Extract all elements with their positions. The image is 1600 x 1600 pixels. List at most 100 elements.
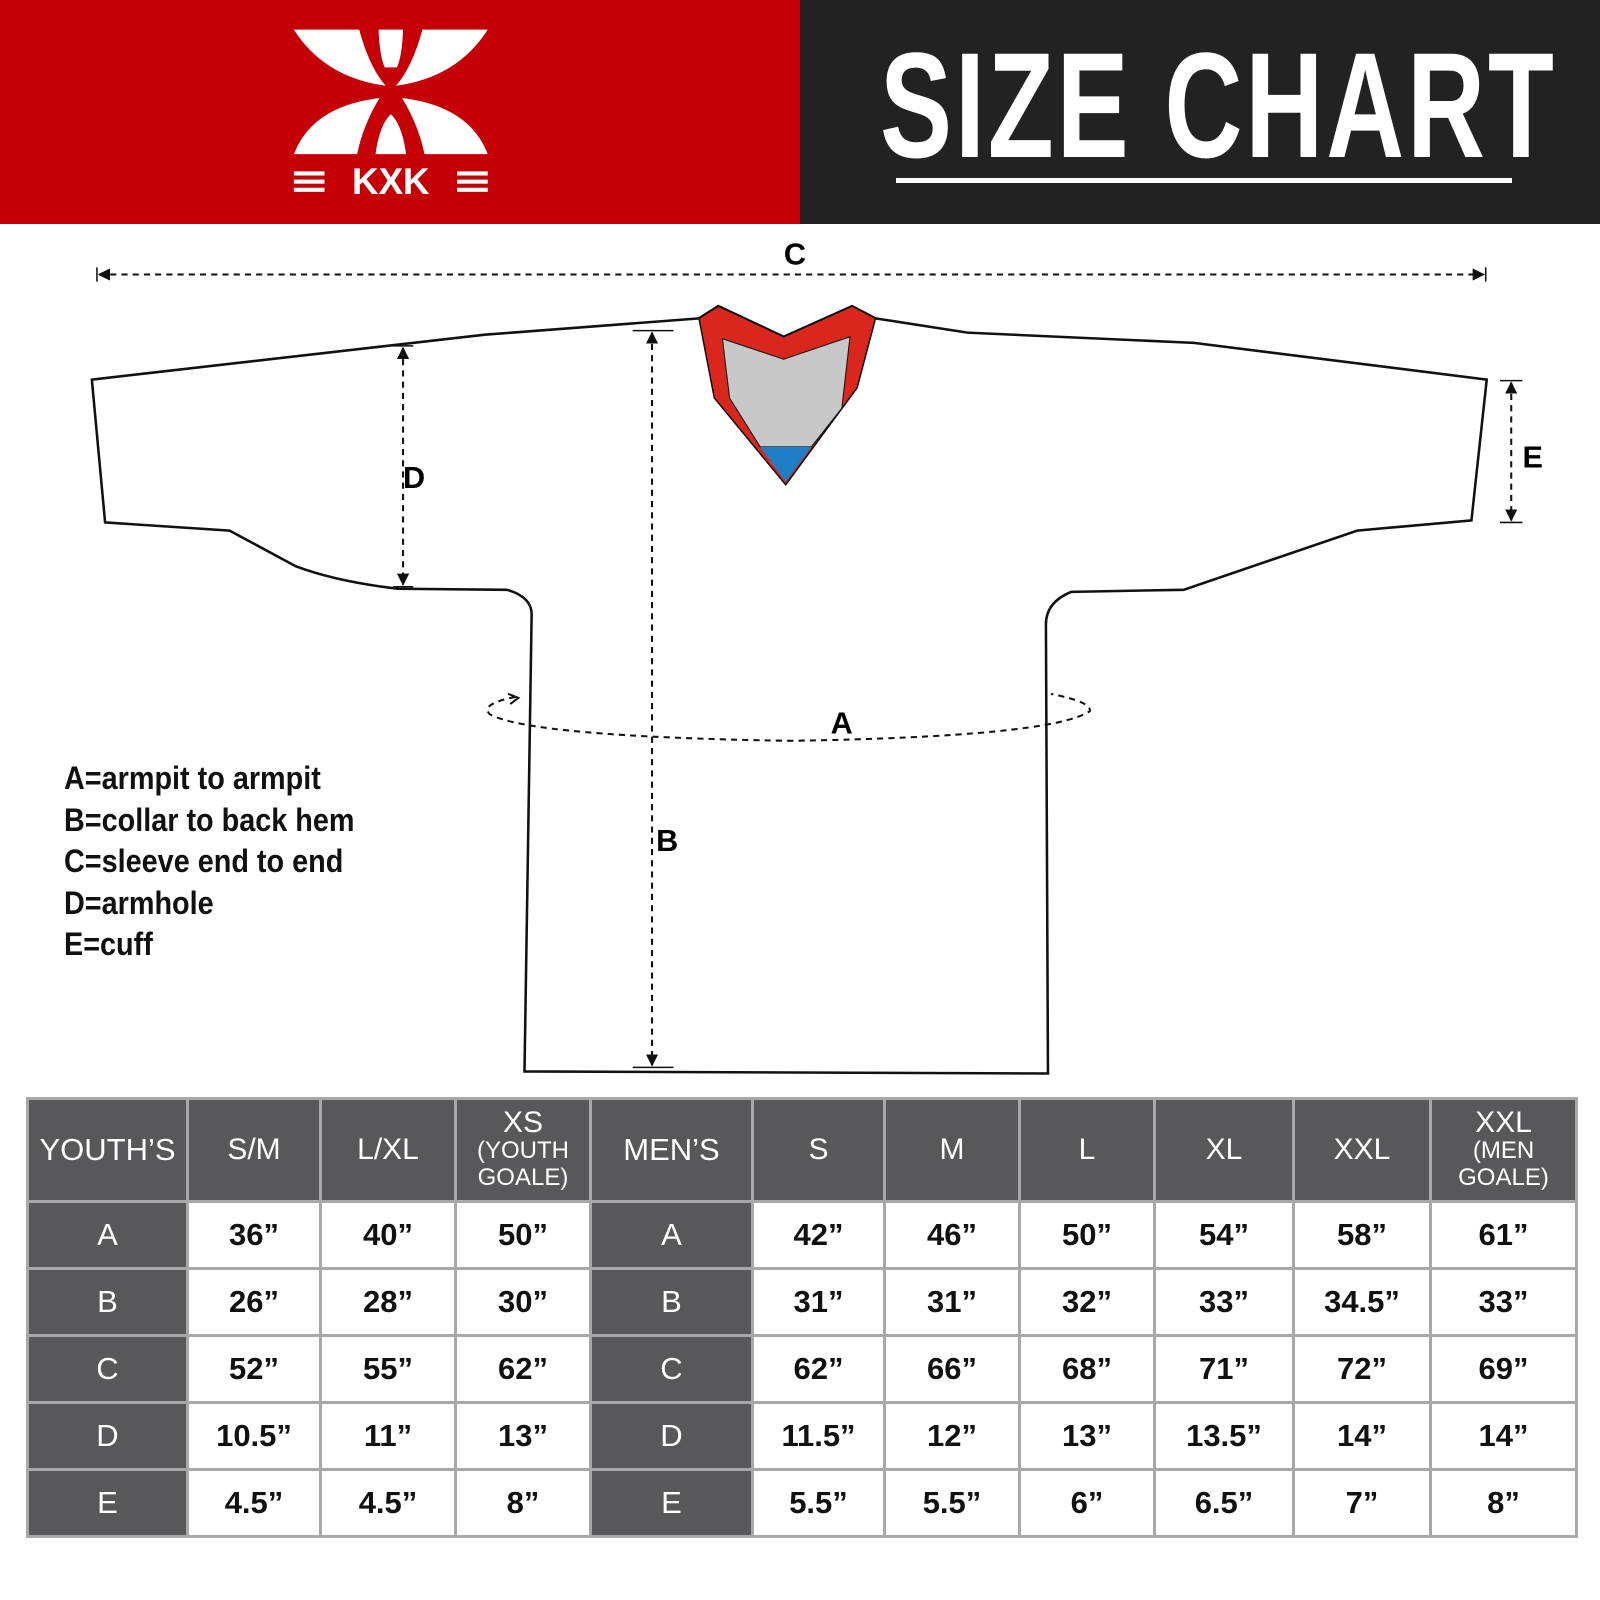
size-label: XXL [1333, 1133, 1391, 1166]
collar-tag [760, 446, 812, 482]
size-table: YOUTH’S S/M L/XL XS (YOUTH GOALE) MEN’S S M L XL X… [26, 1097, 1578, 1538]
measurement-cell: 33” [1429, 1267, 1578, 1337]
measurement-cell: 6” [1018, 1468, 1156, 1538]
measurement-cell: 4.5” [186, 1468, 322, 1538]
measurement-cell: 13” [454, 1401, 592, 1471]
dimension-b: B [632, 329, 678, 1069]
measurement-cell: 31” [883, 1267, 1021, 1337]
dimension-d: D [392, 345, 425, 588]
size-header: XS (YOUTH GOALE) [454, 1097, 592, 1203]
row-label: B [589, 1267, 754, 1337]
measurement-cell: 10.5” [186, 1401, 322, 1471]
size-label: L [1078, 1133, 1096, 1166]
measurement-cell: 72” [1292, 1334, 1432, 1404]
size-label: XS [502, 1106, 544, 1139]
measurement-cell: 8” [1429, 1468, 1578, 1538]
youth-header: YOUTH’S [26, 1097, 189, 1203]
size-header: M [883, 1097, 1021, 1203]
size-header: XXL [1292, 1097, 1432, 1203]
measurement-cell: 11” [319, 1401, 457, 1471]
measurement-cell: 5.5” [751, 1468, 886, 1538]
measurement-cell: 30” [454, 1267, 592, 1337]
measurement-cell: 55” [319, 1334, 457, 1404]
measurement-cell: 33” [1153, 1267, 1295, 1337]
size-label: S [808, 1133, 829, 1166]
table-row: A 36” 40” 50” A 42” 46” 50” 54” 58” 61” [26, 1200, 1578, 1270]
measurement-cell: 11.5” [751, 1401, 886, 1471]
measurement-cell: 31” [751, 1267, 886, 1337]
label-d: D [403, 461, 425, 495]
legend-item: B=collar to back hem [64, 801, 355, 838]
measurement-cell: 4.5” [319, 1468, 457, 1538]
measurement-cell: 13.5” [1153, 1401, 1295, 1471]
size-sublabel: (MEN GOALE) [1458, 1137, 1549, 1191]
measurement-cell: 14” [1292, 1401, 1432, 1471]
row-label: E [26, 1468, 189, 1538]
size-header: L/XL [319, 1097, 457, 1203]
dimension-c: C [96, 237, 1487, 282]
measurement-cell: 13” [1018, 1401, 1156, 1471]
measurement-cell: 7” [1292, 1468, 1432, 1538]
table-row: D 10.5” 11” 13” D 11.5” 12” 13” 13.5” 14” 14” [26, 1401, 1578, 1471]
measurement-cell: 58” [1292, 1200, 1432, 1270]
legend-item: E=cuff [64, 926, 153, 962]
row-label: C [589, 1334, 754, 1404]
measurement-cell: 52” [186, 1334, 322, 1404]
row-label: B [26, 1267, 189, 1337]
title-underline [896, 178, 1512, 183]
label-c: C [784, 237, 806, 271]
men-header: MEN’S [589, 1097, 754, 1203]
size-label: M [939, 1133, 965, 1166]
table-row: E 4.5” 4.5” 8” E 5.5” 5.5” 6” 6.5” 7” 8” [26, 1468, 1578, 1538]
measurement-cell: 68” [1018, 1334, 1156, 1404]
size-header: XXL (MEN GOALE) [1429, 1097, 1578, 1203]
measurement-cell: 71” [1153, 1334, 1295, 1404]
label-a: A [831, 707, 853, 741]
measurement-cell: 28” [319, 1267, 457, 1337]
row-label: D [26, 1401, 189, 1471]
measurement-cell: 8” [454, 1468, 592, 1538]
measurement-cell: 50” [1018, 1200, 1156, 1270]
size-header: L [1018, 1097, 1156, 1203]
measurement-cell: 66” [883, 1334, 1021, 1404]
size-label: S/M [227, 1133, 281, 1166]
measurement-legend: A=armpit to armpit B=collar to back hem … [64, 758, 355, 966]
size-header: XL [1153, 1097, 1295, 1203]
table-row: B 26” 28” 30” B 31” 31” 32” 33” 34.5” 33” [26, 1267, 1578, 1337]
kxk-logo: KXK [293, 29, 488, 202]
size-label: XL [1205, 1133, 1243, 1166]
title-banner [800, 0, 1600, 224]
legend-item: A=armpit to armpit [64, 760, 321, 796]
brand-name: KXK [352, 161, 430, 202]
dimension-a: A [486, 692, 1091, 742]
row-label: A [26, 1200, 189, 1270]
measurement-cell: 40” [319, 1200, 457, 1270]
measurement-cell: 54” [1153, 1200, 1295, 1270]
legend-item: C=sleeve end to end [64, 843, 344, 879]
table-header-row: YOUTH’S S/M L/XL XS (YOUTH GOALE) MEN’S S M L XL X… [26, 1097, 1578, 1203]
collar-inner [721, 335, 851, 448]
jersey-outline [90, 304, 1489, 1075]
measurement-cell: 62” [454, 1334, 592, 1404]
measurement-cell: 69” [1429, 1334, 1578, 1404]
measurement-cell: 34.5” [1292, 1267, 1432, 1337]
measurement-cell: 42” [751, 1200, 886, 1270]
row-label: D [589, 1401, 754, 1471]
label-e: E [1522, 440, 1542, 474]
measurement-cell: 26” [186, 1267, 322, 1337]
legend-item: D=armhole [64, 884, 214, 921]
dimension-e: E [1500, 379, 1543, 524]
measurement-cell: 36” [186, 1200, 322, 1270]
measurement-cell: 12” [883, 1401, 1021, 1471]
row-label: A [589, 1200, 754, 1270]
measurement-cell: 61” [1429, 1200, 1578, 1270]
size-header: S/M [186, 1097, 322, 1203]
table-row: C 52” 55” 62” C 62” 66” 68” 71” 72” 69” [26, 1334, 1578, 1404]
row-label: E [589, 1468, 754, 1538]
measurement-cell: 62” [751, 1334, 886, 1404]
measurement-cell: 32” [1018, 1267, 1156, 1337]
measurement-cell: 14” [1429, 1401, 1578, 1471]
measurement-cell: 6.5” [1153, 1468, 1295, 1538]
